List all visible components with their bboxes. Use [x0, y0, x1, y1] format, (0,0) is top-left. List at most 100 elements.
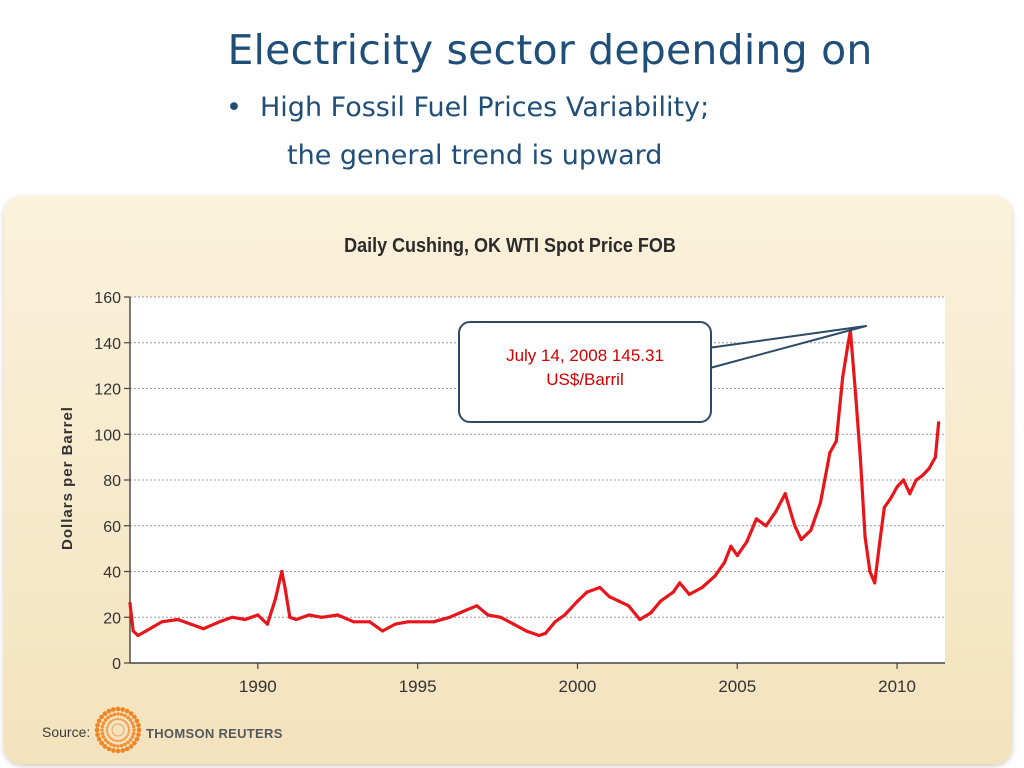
logo-dot: [113, 724, 115, 726]
price-point: [895, 485, 899, 489]
logo-dot: [106, 726, 109, 729]
logo-dot: [106, 733, 110, 737]
brand-name: THOMSON REUTERS: [146, 726, 283, 741]
price-point: [265, 622, 269, 626]
price-point: [649, 611, 653, 615]
logo-dot: [109, 742, 113, 747]
logo-dot: [100, 731, 105, 736]
logo-dot: [103, 718, 108, 722]
logo-dot: [121, 734, 123, 736]
axis-layer: 0 20 40 60 80 100 120 140 160 1990 1995 2000 2005 201…: [94, 290, 945, 696]
logo-dot: [134, 736, 140, 742]
logo-dot: [111, 728, 113, 730]
logo-dot: [112, 725, 114, 727]
price-point: [841, 375, 845, 379]
price-point: [283, 585, 287, 590]
logo-dot: [101, 721, 106, 725]
logo-dot: [112, 743, 117, 748]
logo-dot: [108, 721, 111, 725]
logo-dot: [136, 732, 141, 738]
logo-dot: [127, 728, 131, 732]
logo-dot: [132, 740, 137, 746]
price-point: [598, 585, 602, 590]
price-point: [393, 622, 397, 626]
price-point: [877, 542, 882, 546]
chart-title: Daily Cushing, OK WTI Spot Price FOB: [344, 235, 676, 257]
price-point: [799, 537, 803, 542]
price-point: [873, 581, 877, 585]
logo-dot: [122, 726, 125, 729]
price-point: [273, 597, 277, 601]
price-point: [927, 467, 931, 471]
logo-dot: [115, 748, 121, 754]
price-point: [368, 620, 372, 624]
logo-dot: [111, 729, 113, 731]
price-point: [499, 615, 503, 619]
logo-dot: [102, 711, 108, 716]
logo-dot: [106, 746, 112, 752]
price-point: [280, 569, 284, 574]
x-tick-label: 1995: [399, 677, 437, 696]
logo-dot: [100, 728, 104, 732]
price-point: [537, 633, 541, 638]
price-point: [901, 478, 906, 482]
logo-dot: [119, 739, 122, 742]
logo-dot: [121, 738, 125, 742]
price-point: [320, 615, 324, 619]
logo-dot: [123, 742, 127, 747]
price-point: [128, 601, 132, 606]
price-point: [406, 620, 410, 624]
logo-dot: [114, 734, 117, 737]
y-tick-label: 20: [103, 610, 121, 627]
logo-dot: [100, 724, 105, 729]
price-point: [700, 585, 704, 590]
logo-dot: [125, 735, 128, 739]
price-point: [783, 492, 787, 496]
price-point: [818, 501, 823, 505]
price-point: [230, 615, 234, 619]
price-point: [607, 595, 612, 599]
logo-dot: [119, 734, 122, 737]
source-label: Source:: [42, 724, 91, 740]
logo-dot: [123, 729, 125, 731]
price-point: [131, 629, 135, 633]
logo-dot: [123, 730, 125, 732]
logo-dot: [109, 737, 113, 740]
logo-dot: [127, 726, 130, 729]
price-point: [380, 629, 385, 633]
logo-dot: [124, 708, 130, 714]
logo-dot: [117, 735, 119, 737]
logo-dot: [116, 717, 120, 721]
logo-dot: [122, 731, 125, 734]
price-point: [754, 517, 759, 521]
price-point: [152, 624, 156, 629]
price-point: [563, 613, 567, 617]
logo-dot: [130, 735, 135, 739]
logo-dot: [128, 738, 133, 742]
callout-line-2: US$/Barril: [546, 370, 624, 389]
price-point: [432, 620, 436, 624]
logo-dot: [110, 748, 116, 753]
logo-dot: [120, 748, 126, 753]
logo-dot: [108, 735, 111, 739]
logo-dot: [95, 732, 100, 738]
logo-dot: [111, 731, 114, 734]
slide-title: Electricity sector depending on: [227, 26, 873, 74]
price-point: [853, 391, 858, 395]
logo-dot: [126, 715, 130, 720]
logo-dot: [111, 726, 114, 729]
logo-dot: [121, 718, 125, 722]
y-tick-label: 60: [103, 519, 121, 536]
price-point: [416, 620, 420, 624]
logo-dot: [94, 727, 100, 733]
price-point: [882, 505, 886, 510]
price-point: [189, 622, 193, 626]
price-point: [745, 540, 749, 544]
price-point: [543, 631, 548, 635]
price-point: [889, 496, 893, 500]
logo-dot: [122, 733, 124, 735]
logo-dot: [136, 727, 142, 733]
price-point: [352, 620, 356, 624]
logo-dot: [116, 712, 120, 716]
y-axis-label: Dollars per Barrel: [59, 406, 76, 550]
